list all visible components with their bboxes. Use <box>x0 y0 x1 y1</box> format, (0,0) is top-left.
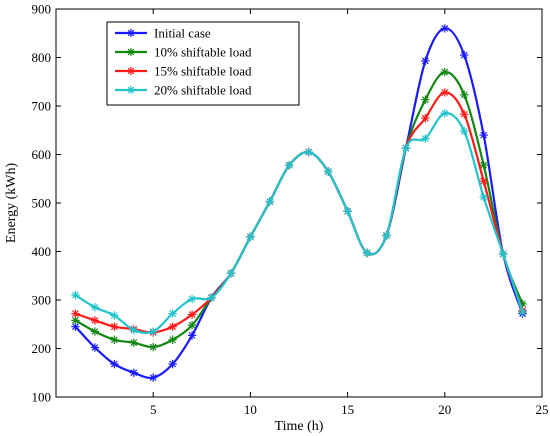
legend: Initial case 10% shiftable load 15% shifta… <box>106 21 300 106</box>
data-point-marker <box>207 293 216 302</box>
data-point-marker <box>401 143 411 153</box>
legend-label: 10% shiftable load <box>154 45 252 60</box>
y-tick-label: 200 <box>32 341 52 356</box>
data-point-marker <box>479 176 488 186</box>
data-point-marker <box>479 160 488 170</box>
x-tick-label: 15 <box>341 402 354 417</box>
data-point-marker <box>421 113 430 123</box>
data-point-marker <box>126 28 136 38</box>
data-point-marker <box>71 290 80 300</box>
plot-area <box>71 24 527 382</box>
data-point-marker <box>246 232 255 242</box>
data-point-marker <box>149 327 158 336</box>
data-point-marker <box>421 134 430 143</box>
data-point-marker <box>187 331 197 340</box>
x-axis: 5 10 15 20 25 <box>150 9 549 417</box>
y-tick-label: 900 <box>32 2 52 17</box>
data-point-marker <box>126 66 136 76</box>
data-point-marker <box>440 109 449 118</box>
data-point-marker <box>110 335 119 344</box>
x-tick-label: 20 <box>438 402 451 417</box>
data-point-marker <box>168 309 177 318</box>
legend-item: 20% shiftable load <box>115 83 252 98</box>
series-4 <box>71 109 527 336</box>
data-point-marker <box>168 359 177 369</box>
data-point-marker <box>187 294 197 304</box>
data-point-marker <box>518 307 527 317</box>
legend-label: 20% shiftable load <box>154 83 252 98</box>
x-axis-label: Time (h) <box>275 419 324 434</box>
data-point-marker <box>110 359 119 369</box>
data-point-marker <box>382 231 391 240</box>
data-point-marker <box>168 322 177 331</box>
data-point-marker <box>187 310 197 319</box>
series-line <box>75 91 524 334</box>
data-point-marker <box>129 325 138 335</box>
data-point-marker <box>90 343 100 352</box>
data-point-marker <box>460 110 469 119</box>
series-line <box>74 112 524 335</box>
legend-label: 15% shiftable load <box>154 64 252 79</box>
x-tick-label: 5 <box>150 402 157 417</box>
data-point-marker <box>129 338 138 347</box>
series-line <box>74 70 524 349</box>
y-tick-label: 100 <box>32 390 52 405</box>
y-axis-label: Energy (kWh) <box>4 163 19 244</box>
legend-label: Initial case <box>154 26 211 41</box>
y-tick-label: 500 <box>32 196 52 211</box>
data-point-marker <box>323 167 333 176</box>
data-point-marker <box>421 56 430 66</box>
data-point-marker <box>187 321 197 330</box>
legend-item: 10% shiftable load <box>115 45 252 60</box>
data-point-marker <box>285 160 294 170</box>
y-tick-label: 300 <box>32 293 52 308</box>
data-point-marker <box>421 95 430 104</box>
data-point-marker <box>343 207 352 216</box>
data-point-marker <box>90 303 100 312</box>
legend-item: 15% shiftable load <box>115 64 252 79</box>
data-point-marker <box>90 327 100 336</box>
data-point-marker <box>479 130 488 140</box>
data-point-marker <box>126 47 136 57</box>
y-axis: 100 200 300 400 500 600 700 800 900 <box>32 2 542 405</box>
data-point-marker <box>498 249 508 259</box>
data-point-marker <box>226 269 236 278</box>
legend-item: Initial case <box>115 26 211 41</box>
x-tick-label: 25 <box>536 402 549 417</box>
data-point-marker <box>460 50 469 60</box>
data-point-marker <box>440 24 449 33</box>
data-point-marker <box>304 147 313 157</box>
x-tick-label: 10 <box>244 402 257 417</box>
data-point-marker <box>71 309 80 318</box>
data-point-marker <box>129 368 138 377</box>
data-point-marker <box>110 322 119 331</box>
data-point-marker <box>440 88 449 97</box>
data-point-marker <box>265 197 275 206</box>
y-tick-label: 600 <box>32 147 52 162</box>
y-tick-label: 400 <box>32 244 52 259</box>
data-point-marker <box>149 373 158 382</box>
data-point-marker <box>460 127 469 136</box>
data-point-marker <box>126 85 136 95</box>
y-tick-label: 700 <box>32 99 52 114</box>
data-point-marker <box>440 67 449 77</box>
data-point-marker <box>110 311 119 320</box>
data-point-marker <box>90 316 100 325</box>
data-point-marker <box>460 90 469 100</box>
series-3 <box>71 88 527 337</box>
data-point-marker <box>168 335 177 344</box>
data-point-marker <box>479 192 488 202</box>
data-point-marker <box>149 342 158 352</box>
y-tick-label: 800 <box>32 50 52 65</box>
data-point-marker <box>362 248 372 258</box>
legend-box <box>106 21 300 106</box>
series-2 <box>71 67 527 352</box>
